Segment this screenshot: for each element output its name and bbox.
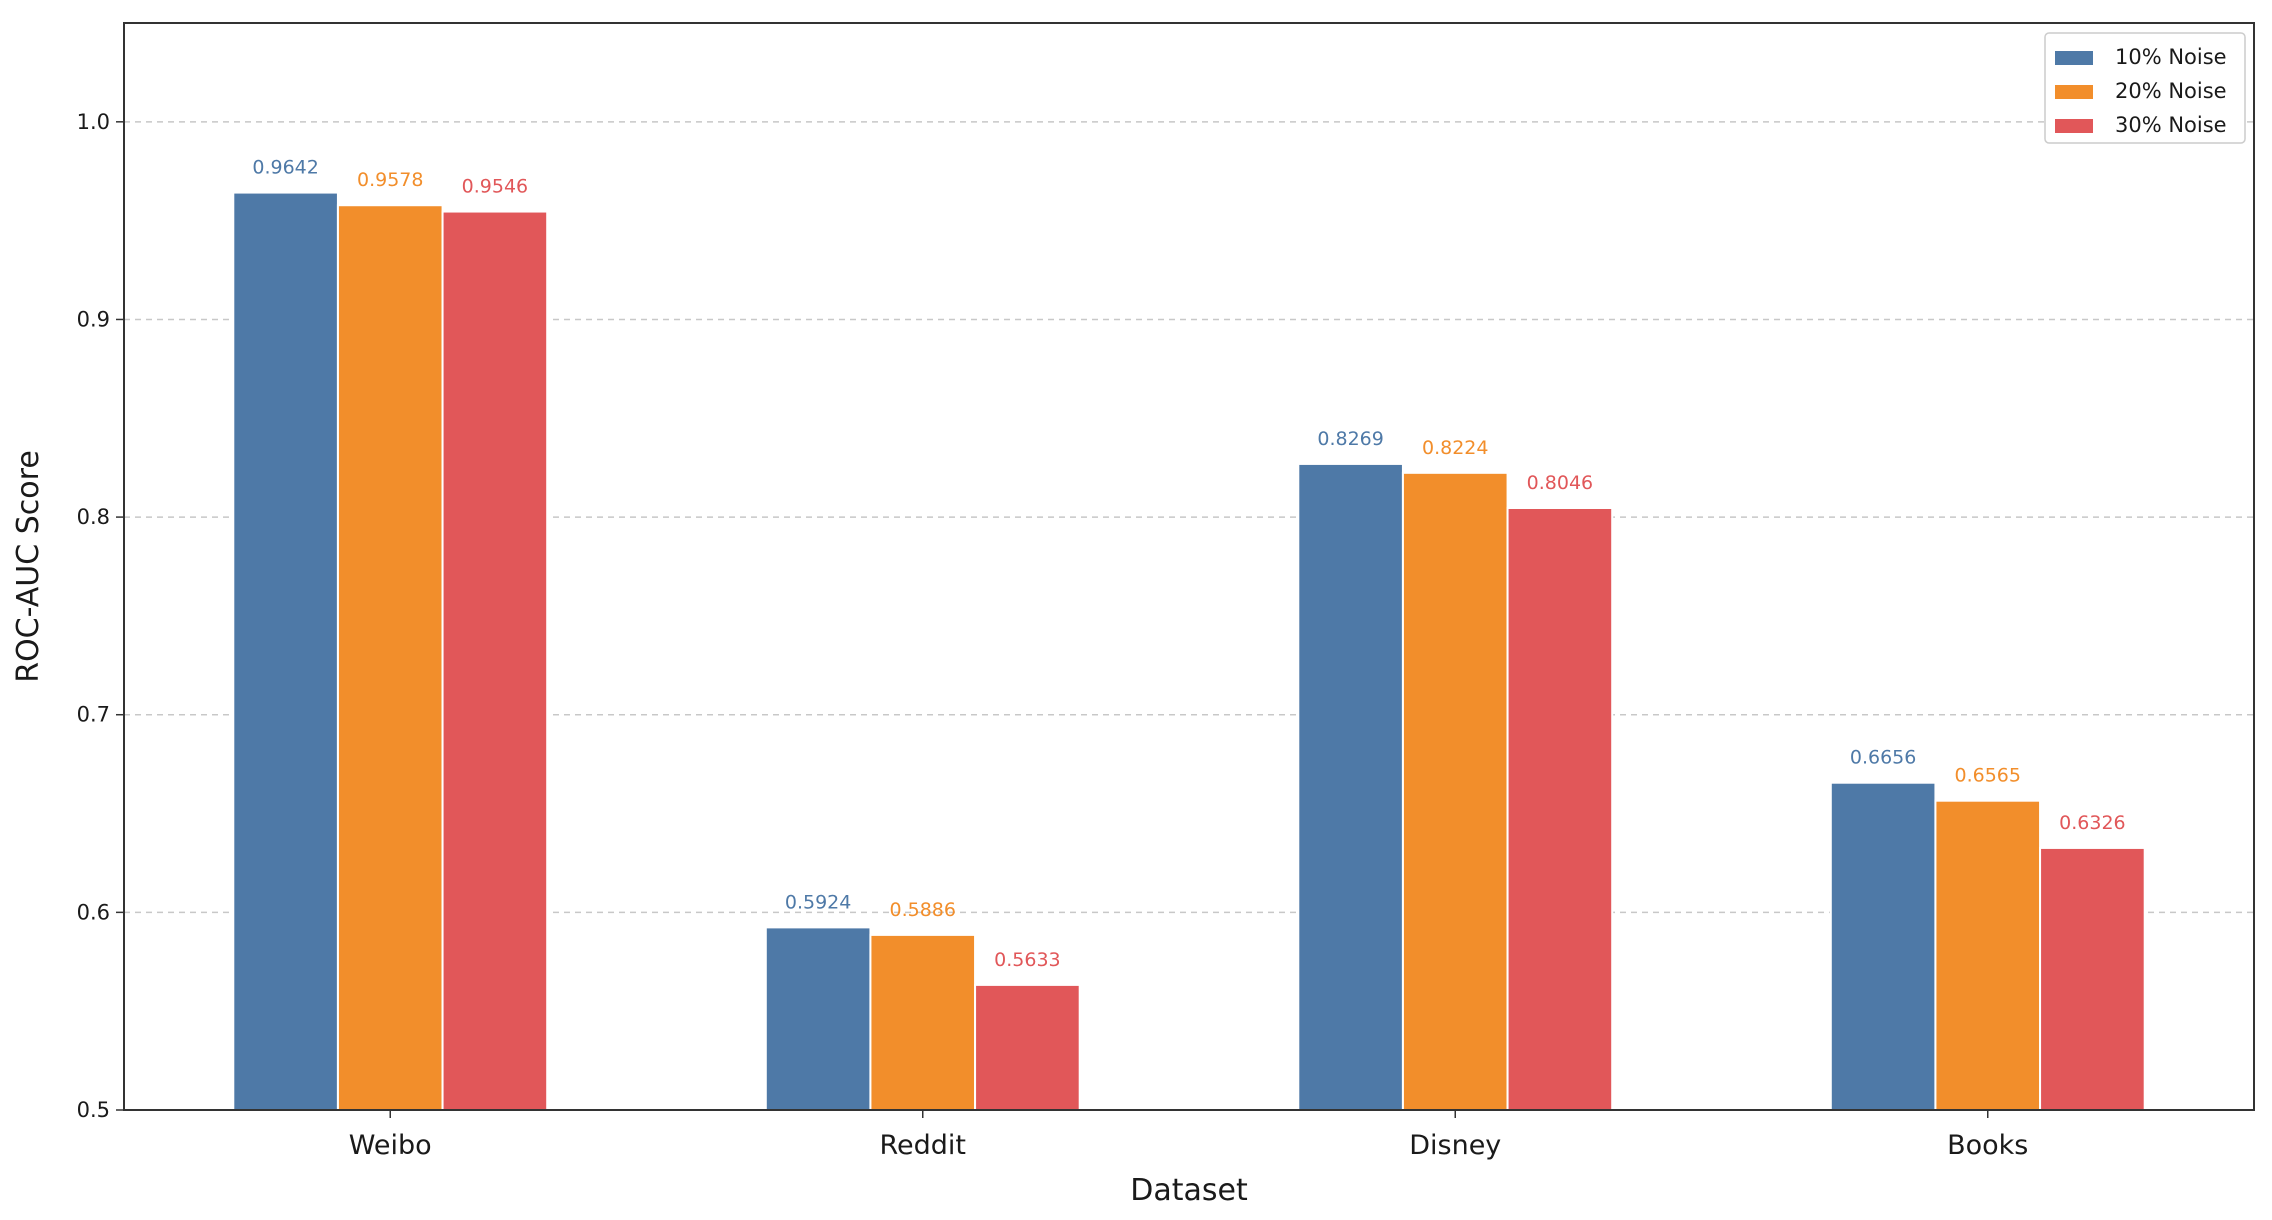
bar-books-3	[2039, 846, 2146, 1112]
legend-swatch	[2055, 51, 2093, 65]
bar-disney-2	[1401, 471, 1509, 1111]
data-label: 0.5886	[890, 899, 956, 921]
bar-reddit-3	[974, 983, 1081, 1111]
y-axis-ticks: 0.5 0.6 0.7 0.8 0.9 1.0	[77, 110, 124, 1122]
bar-disney-1	[1297, 462, 1404, 1111]
data-label: 0.8224	[1422, 437, 1488, 459]
x-tick-label: Reddit	[879, 1130, 966, 1161]
y-tick-label: 0.9	[77, 307, 110, 331]
y-tick-label: 1.0	[77, 110, 110, 134]
bar-weibo-2	[336, 204, 444, 1112]
bar-reddit-2	[869, 933, 977, 1111]
legend-label: 10% Noise	[2115, 45, 2227, 69]
bars	[232, 191, 2146, 1112]
x-tick-label: Books	[1947, 1130, 2028, 1161]
legend-frame	[2044, 32, 2246, 144]
y-tick-label: 0.8	[77, 505, 110, 529]
x-axis-title: Dataset	[1130, 1173, 1248, 1208]
legend-swatch	[2055, 119, 2093, 133]
data-label: 0.6656	[1850, 747, 1916, 769]
data-label: 0.8269	[1317, 428, 1383, 450]
bar-books-2	[1934, 799, 2042, 1111]
data-label: 0.6326	[2059, 812, 2125, 834]
data-label: 0.5633	[994, 949, 1060, 971]
data-label: 0.9546	[462, 176, 528, 198]
legend-label: 20% Noise	[2115, 79, 2227, 103]
data-label: 0.5924	[785, 891, 851, 913]
y-tick-label: 0.5	[77, 1098, 110, 1122]
bar-books-1	[1829, 781, 1937, 1111]
plot-frame	[123, 22, 2255, 1111]
bar-weibo-3	[441, 210, 549, 1111]
bar-weibo-1	[232, 191, 339, 1111]
legend-label: 30% Noise	[2115, 113, 2227, 137]
x-tick-label: Weibo	[349, 1130, 432, 1161]
bar-reddit-1	[764, 926, 872, 1111]
data-label: 0.9642	[252, 157, 318, 179]
x-axis-ticks: Weibo Reddit Disney Books	[349, 1110, 2028, 1161]
data-labels: 0.9642 0.9578 0.9546 0.5924 0.5886 0.5633 0.82…	[252, 157, 2125, 971]
data-label: 0.8046	[1527, 472, 1593, 494]
x-tick-label: Disney	[1409, 1130, 1501, 1161]
y-axis-title: ROC-AUC Score	[11, 450, 46, 683]
legend: 10% Noise 20% Noise 30% Noise	[2044, 32, 2246, 144]
y-tick-label: 0.6	[77, 900, 110, 924]
legend-swatch	[2055, 85, 2093, 99]
data-label: 0.9578	[357, 169, 423, 191]
y-tick-label: 0.7	[77, 703, 110, 727]
data-label: 0.6565	[1955, 765, 2021, 787]
bar-disney-3	[1506, 506, 1614, 1111]
